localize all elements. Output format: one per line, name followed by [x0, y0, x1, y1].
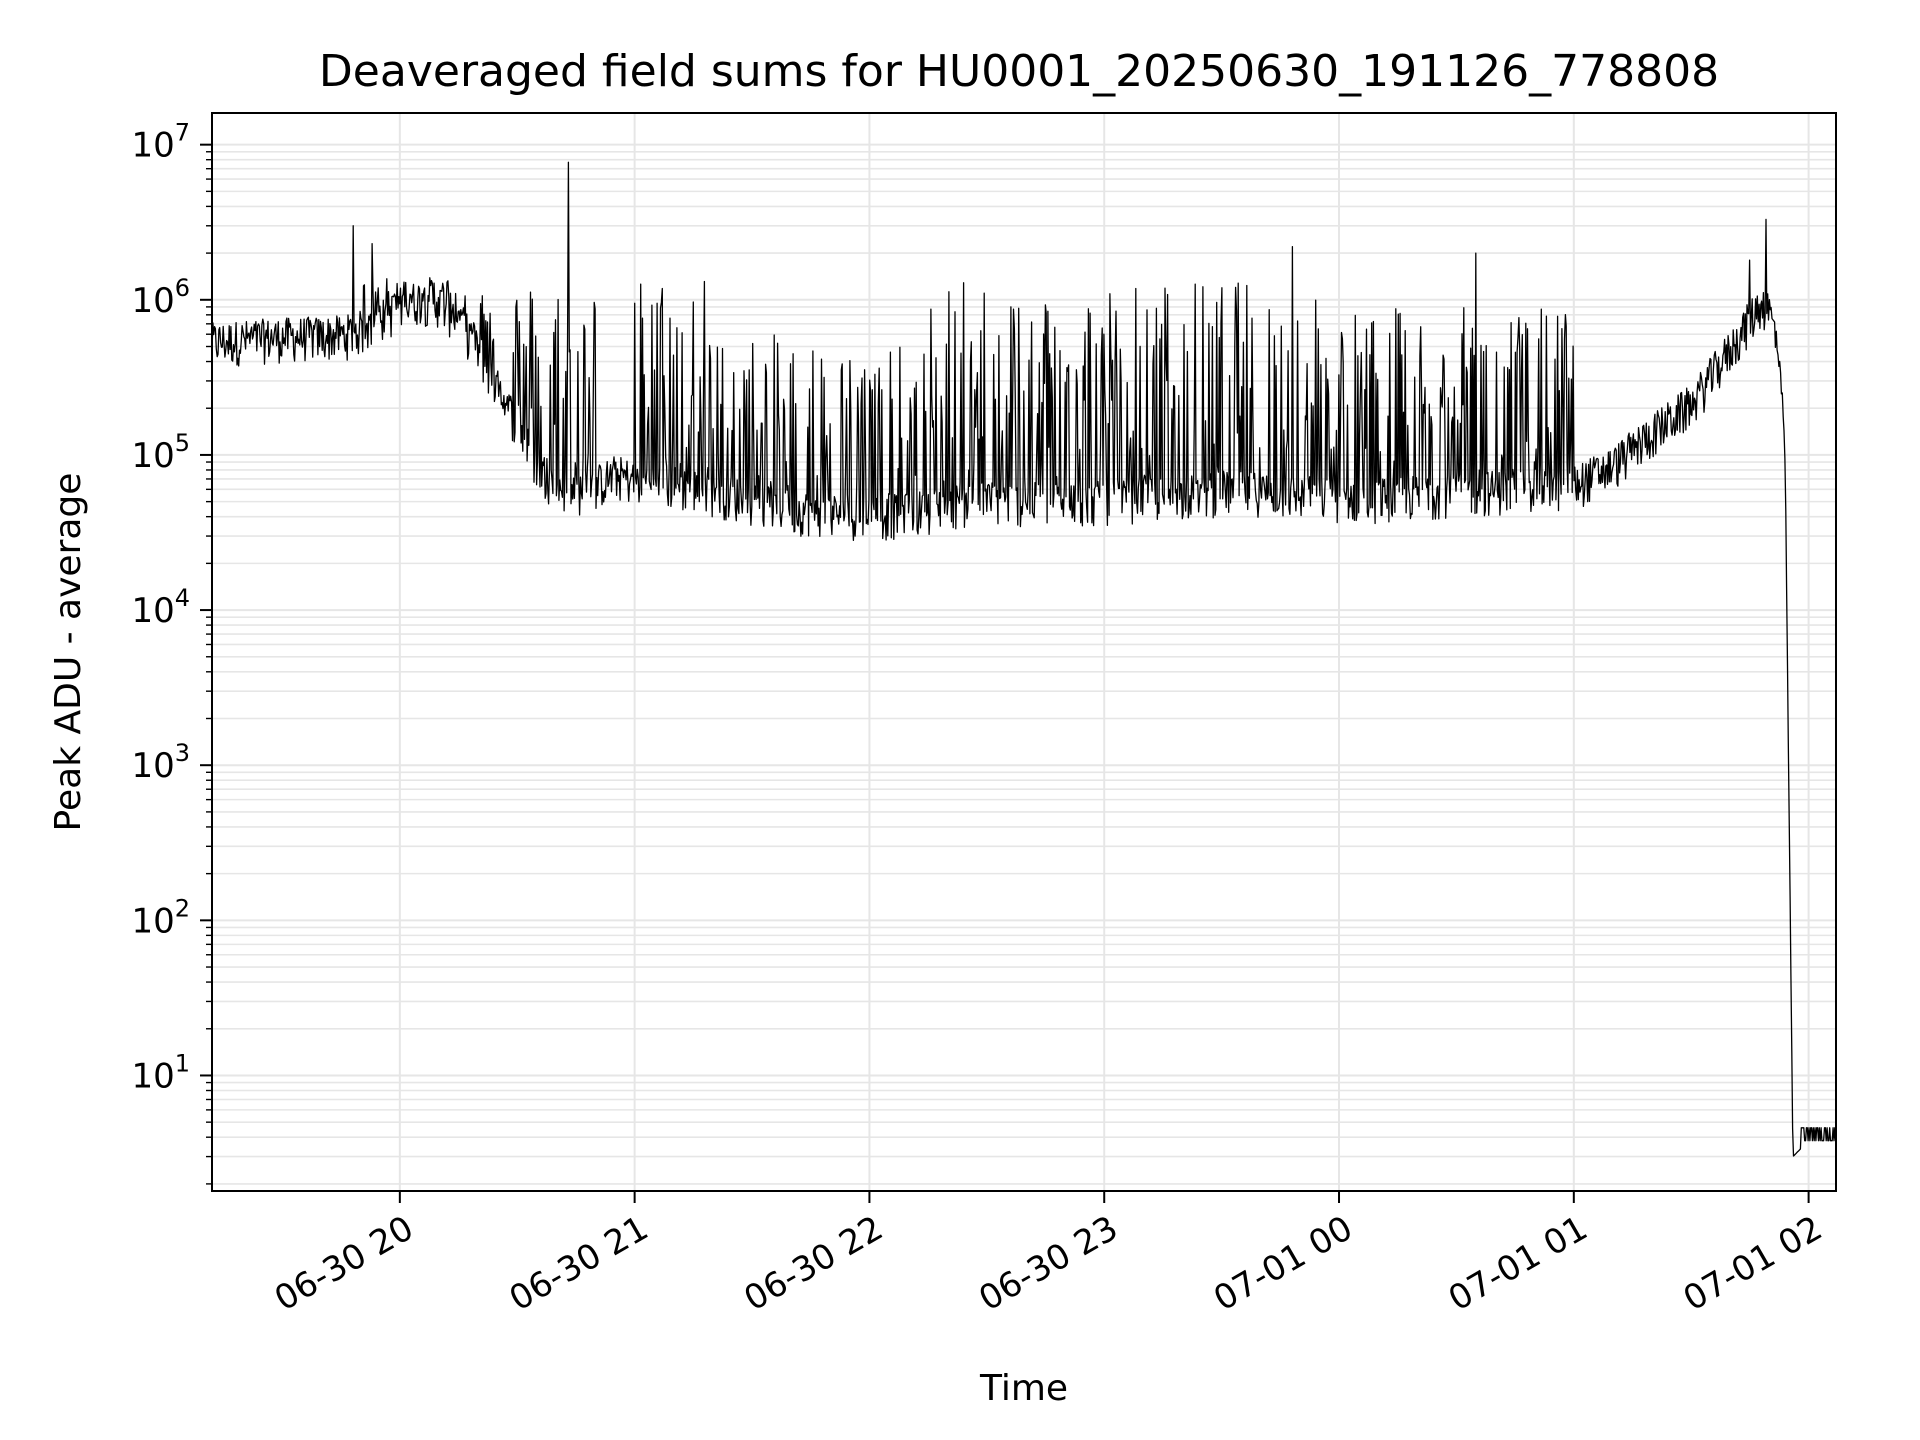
y-tick-label: 103: [131, 739, 190, 786]
y-tick-base: 10: [131, 126, 174, 166]
series-line: [212, 161, 1836, 1157]
y-tick-exponent: 7: [175, 119, 190, 147]
y-tick-exponent: 4: [175, 584, 190, 612]
chart-title: Deaveraged field sums for HU0001_2025063…: [319, 46, 1719, 97]
y-tick-label: 107: [131, 119, 190, 166]
y-tick-base: 10: [131, 901, 174, 941]
y-tick-base: 10: [131, 436, 174, 476]
y-tick-exponent: 3: [175, 739, 190, 767]
y-tick-label: 101: [131, 1049, 190, 1096]
y-tick-base: 10: [131, 281, 174, 321]
y-tick-base: 10: [131, 746, 174, 786]
grid: [212, 113, 1836, 1191]
y-tick-base: 10: [131, 591, 174, 631]
y-tick-base: 10: [131, 1056, 174, 1096]
plot-frame: [211, 112, 1837, 1192]
y-axis-label: Peak ADU - average: [48, 473, 89, 832]
x-axis-label: Time: [979, 1368, 1068, 1409]
y-tick-exponent: 5: [175, 429, 190, 457]
y-tick-exponent: 2: [175, 894, 190, 922]
y-tick-label: 102: [131, 894, 190, 941]
y-tick-exponent: 6: [175, 274, 190, 302]
y-tick-label: 106: [131, 274, 190, 321]
y-tick-label: 104: [131, 584, 190, 631]
y-tick-label: 105: [131, 429, 190, 476]
y-tick-exponent: 1: [175, 1049, 190, 1077]
